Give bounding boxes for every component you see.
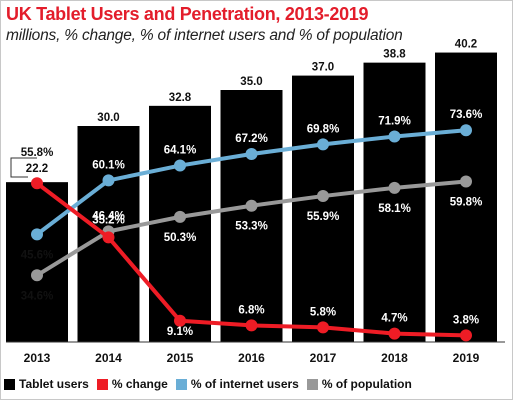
change-label-2015: 9.1% <box>167 326 193 338</box>
internet-users-point-2013 <box>31 228 43 241</box>
bar-label-2015: 32.8 <box>169 92 192 104</box>
population-point-2017 <box>317 190 329 203</box>
internet-users-label-2018: 71.9% <box>378 116 411 128</box>
internet-users-label-2019: 73.6% <box>450 109 483 121</box>
change-label-2019: 3.8% <box>453 314 479 326</box>
bar-2016 <box>220 90 283 342</box>
legend-swatch-3 <box>306 378 318 390</box>
change-point-2014 <box>102 231 115 244</box>
bar-2015 <box>149 105 211 342</box>
change-point-2015 <box>174 314 186 327</box>
change-label-2018: 4.7% <box>381 313 407 325</box>
bar-label-2016: 35.0 <box>240 76 262 88</box>
legend-swatch-0 <box>4 378 15 390</box>
internet-users-label-2016: 67.2% <box>235 133 268 145</box>
population-label-2015: 50.3% <box>164 232 197 244</box>
population-point-2016 <box>245 199 258 212</box>
legend: Tablet users % change % of internet users%… <box>4 377 420 391</box>
change-point-2017 <box>317 321 329 334</box>
bar-label-2019: 40.2 <box>455 39 477 51</box>
change-label-2017: 5.8% <box>310 306 336 318</box>
change-point-2016 <box>245 319 258 332</box>
chart-subtitle: millions, % change, % of internet users … <box>6 27 403 44</box>
bar-2018 <box>363 62 426 342</box>
population-point-2015 <box>174 210 186 223</box>
population-label-2013: 34.6% <box>21 290 54 302</box>
internet-users-label-2015: 64.1% <box>164 145 197 157</box>
internet-users-point-2017 <box>317 138 329 151</box>
population-label-2019: 59.8% <box>450 197 483 209</box>
internet-users-point-2016 <box>245 148 258 161</box>
x-tick-2017: 2017 <box>310 351 337 365</box>
change-point-2013 <box>31 177 43 190</box>
change-label-2016: 6.8% <box>238 304 264 316</box>
callout-leader <box>10 157 37 178</box>
x-tick-2013: 2013 <box>24 351 51 365</box>
bar-2017 <box>292 75 354 342</box>
legend-item-2: % of internet users <box>175 377 299 391</box>
legend-item-3: % of population <box>306 377 412 391</box>
population-label-2016: 53.3% <box>235 221 268 233</box>
population-point-2018 <box>388 181 401 194</box>
legend-swatch-2 <box>175 378 187 390</box>
legend-item-1: % change <box>96 377 168 391</box>
chart-title: UK Tablet Users and Penetration, 2013-20… <box>6 4 369 24</box>
change-point-2018 <box>388 327 401 340</box>
internet-users-label-2013: 45.6% <box>21 249 54 261</box>
bar-label-2018: 38.8 <box>383 49 406 61</box>
change-label-2014: 35.2% <box>92 214 125 226</box>
x-tick-2014: 2014 <box>95 351 122 365</box>
legend-item-0: Tablet users <box>4 377 89 391</box>
x-tick-2015: 2015 <box>167 351 194 365</box>
internet-users-label-2017: 69.8% <box>307 123 340 135</box>
label-change-2013: 55.8% <box>21 147 54 159</box>
internet-users-point-2019 <box>460 124 472 137</box>
legend-swatch-1 <box>96 378 108 390</box>
population-label-2017: 55.9% <box>307 211 340 223</box>
internet-users-point-2015 <box>174 159 186 172</box>
x-tick-2018: 2018 <box>381 351 408 365</box>
internet-users-point-2014 <box>102 174 115 187</box>
internet-users-label-2014: 60.1% <box>92 159 125 171</box>
bar-label-2014: 30.0 <box>97 112 119 124</box>
bar-2019 <box>435 52 497 343</box>
legend-label-0: Tablet users <box>19 377 89 391</box>
legend-label-3: % of population <box>321 377 412 391</box>
population-point-2013 <box>31 269 43 282</box>
legend-label-1: % change <box>111 377 168 391</box>
x-tick-2016: 2016 <box>238 351 265 365</box>
bar-label-2013: 22.2 <box>26 163 48 175</box>
legend-label-2: % of internet users <box>190 377 299 391</box>
population-point-2019 <box>460 175 472 188</box>
change-point-2019 <box>460 329 472 342</box>
population-label-2018: 58.1% <box>378 203 411 215</box>
population-label-2014: 46.4% <box>92 210 125 222</box>
bar-label-2017: 37.0 <box>312 62 334 74</box>
x-tick-2019: 2019 <box>453 351 480 365</box>
internet-users-point-2018 <box>388 130 401 143</box>
